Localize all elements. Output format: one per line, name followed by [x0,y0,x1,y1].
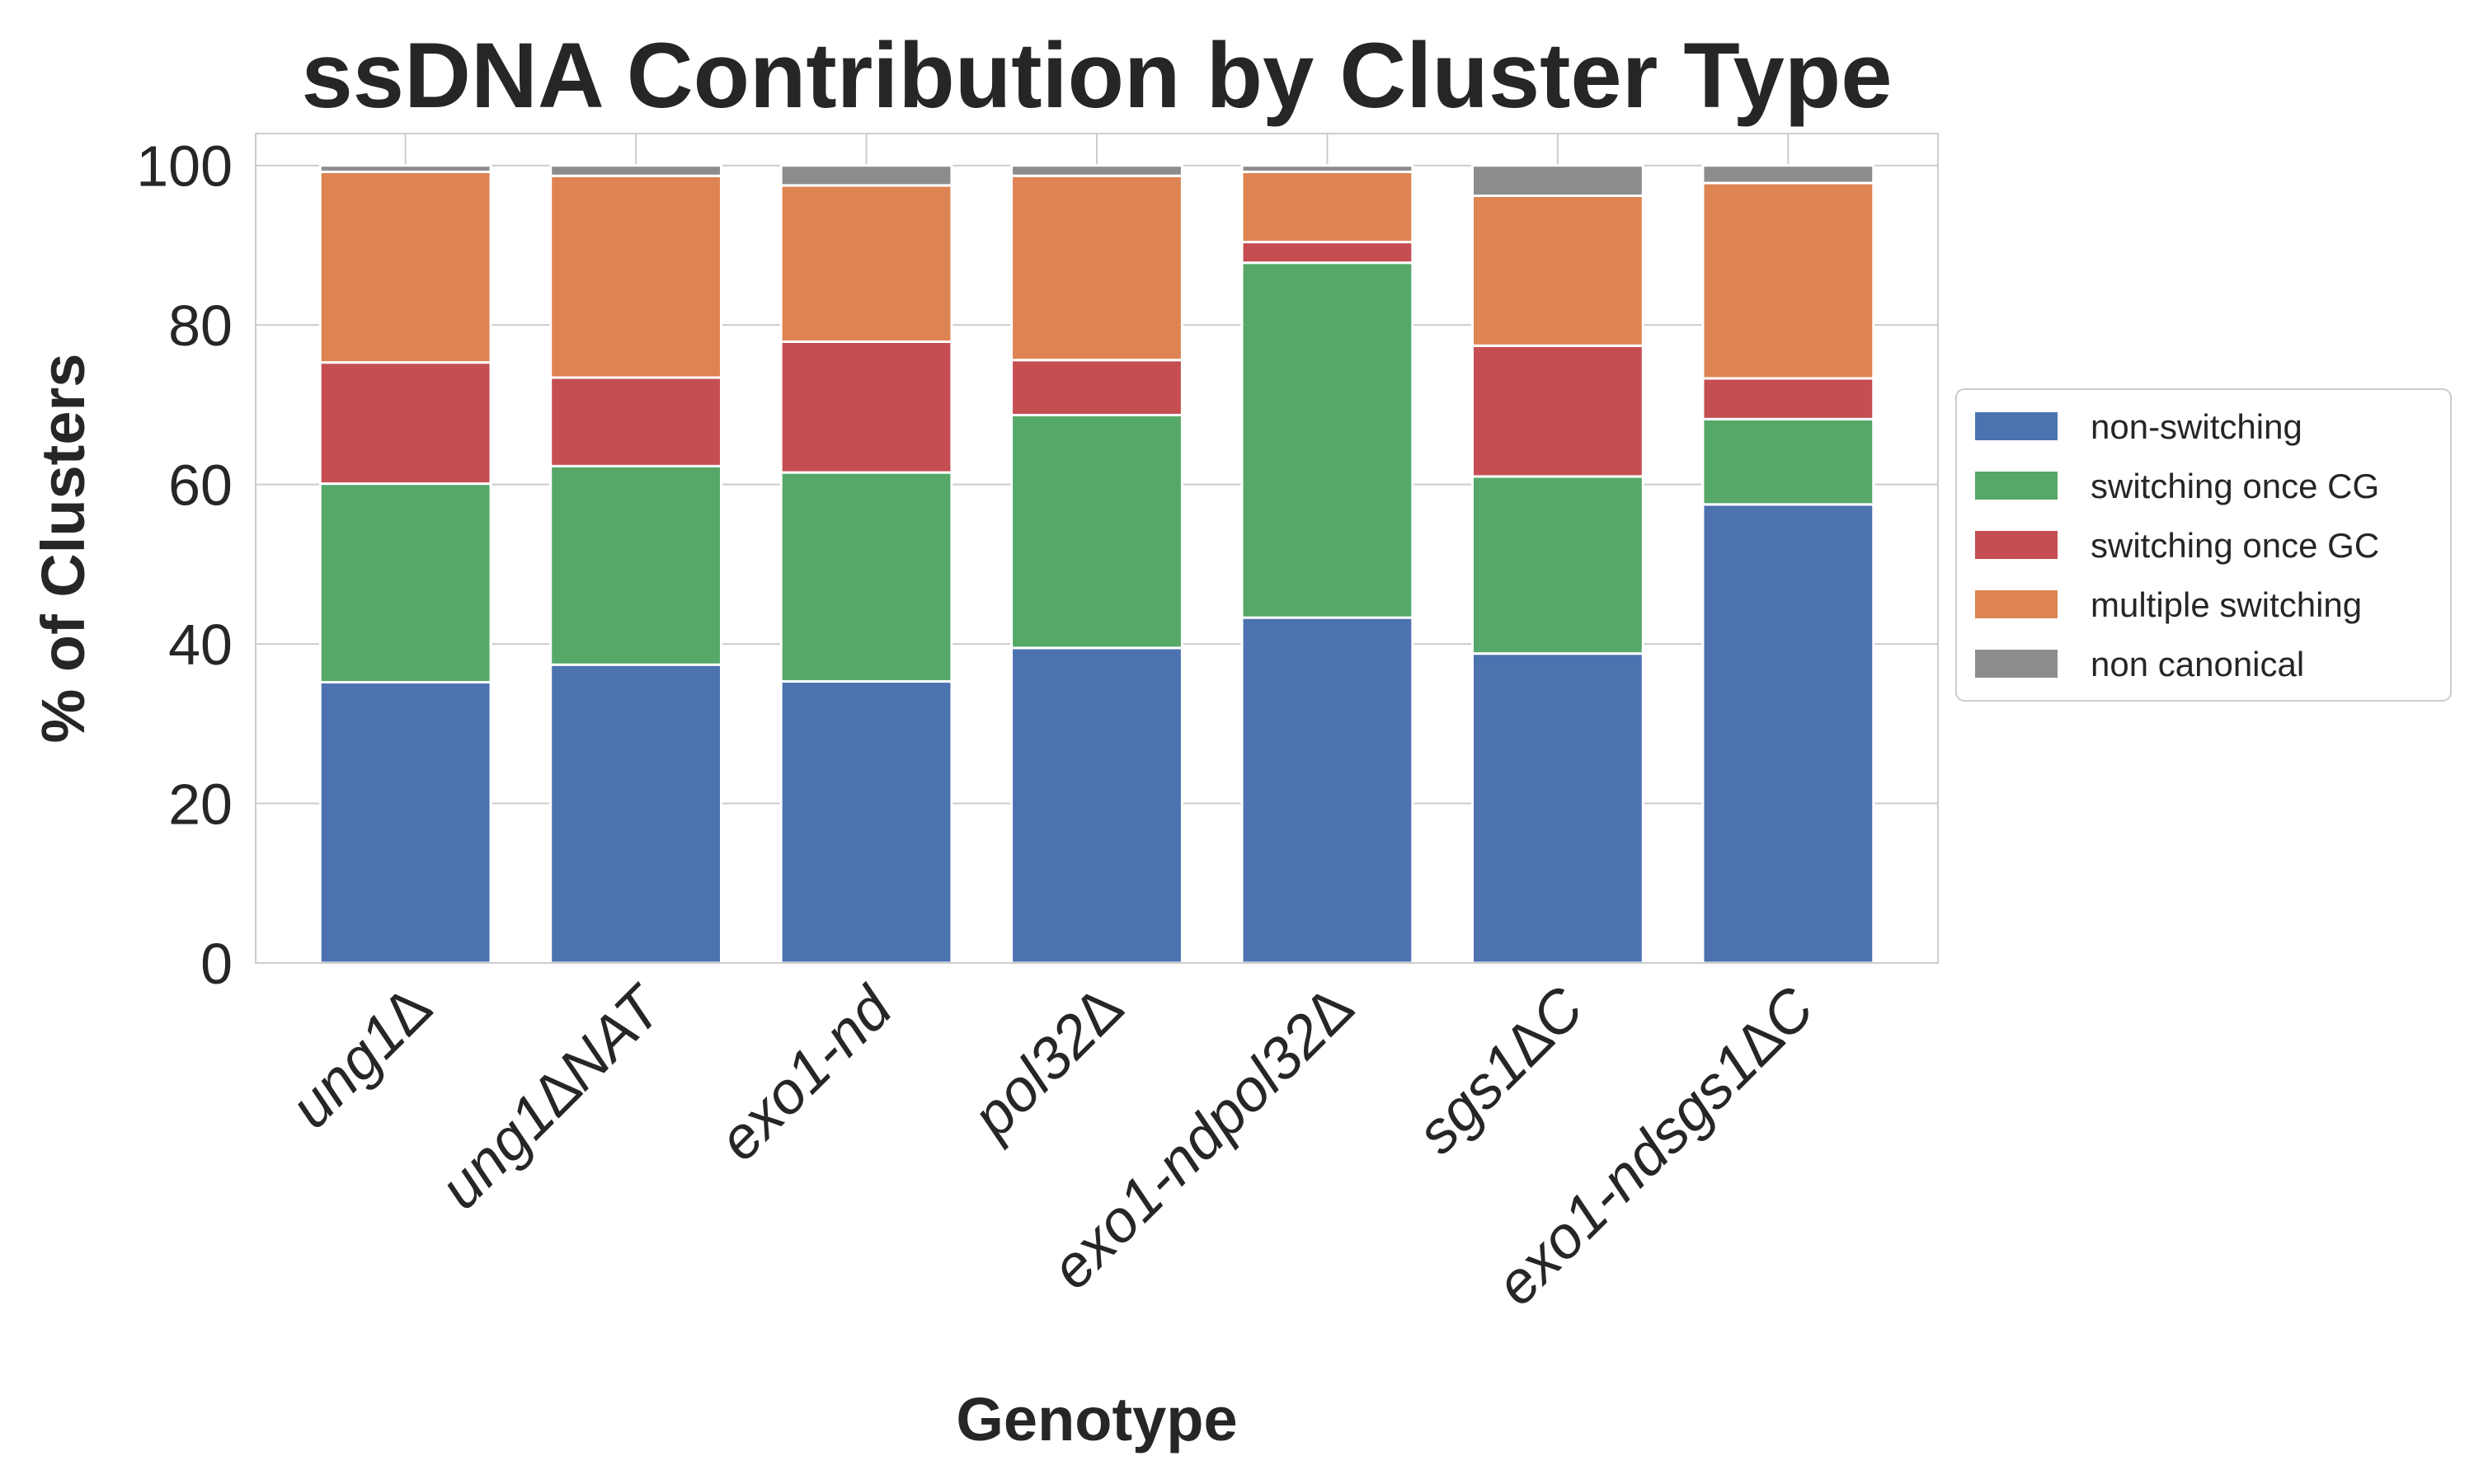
bar-segment [1010,164,1183,177]
bar-segment [318,164,492,173]
x-tick-label: exo1-nd [706,974,905,1173]
bar-segment [1701,503,1875,965]
bar-segment [1010,413,1183,650]
bar-segment [1471,194,1644,347]
legend-label: multiple switching [2091,585,2362,624]
legend-swatch [1975,412,2058,440]
bar-segment [549,464,722,666]
bar-segment [549,376,722,467]
y-tick-label: 0 [200,932,233,996]
plot-frame [255,133,1939,964]
x-tick-label: ung1∆ [278,975,444,1141]
bar-segment [1471,652,1644,965]
bar-segment [1701,417,1875,506]
bar-segment [1701,164,1875,185]
bar-segment [318,170,492,364]
legend-label: switching once GC [2091,526,2379,565]
bar-segment [779,471,953,683]
legend-label: non-switching [2091,407,2302,446]
bar-segment [1010,174,1183,362]
legend-frame [1955,388,2452,702]
y-axis-title: % of Clusters [29,354,97,744]
bar-segment [779,340,953,474]
bar-segment [1471,475,1644,655]
legend: non-switching switching once CG switching … [1955,388,2452,702]
bar-segment [779,680,953,965]
x-tick-label: sgs1∆C [1404,974,1597,1167]
bar-segment [549,164,722,177]
bar-segment [1010,646,1183,965]
legend-swatch [1975,531,2058,559]
y-tick-label: 60 [168,453,233,518]
bar-segment [779,184,953,343]
bars-layer [318,164,1875,965]
bar-segment [549,663,722,965]
bar-segment [779,164,953,187]
legend-swatch [1975,472,2058,500]
bar-segment [1240,616,1414,965]
bar-segment [1240,241,1414,265]
y-tick-label: 20 [168,773,233,837]
chart-title: ssDNA Contribution by Cluster Type [302,24,1893,127]
bar-segment [1701,377,1875,420]
bar-segment [318,681,492,965]
y-tick-label: 80 [168,294,233,358]
bar-segment [1471,344,1644,478]
legend-label: non canonical [2091,645,2304,683]
legend-swatch [1975,650,2058,678]
x-tick-label: ung1∆NAT [427,972,677,1222]
legend-swatch [1975,590,2058,618]
y-tick-label: 40 [168,613,233,677]
bar-segment [1240,261,1414,619]
bar-segment [318,482,492,684]
x-tick-labels: ung1∆ung1∆NAT exo1-nd pol32∆exo1-ndpol32∆ s… [278,972,1827,1318]
x-axis-title: Genotype [956,1385,1237,1453]
bar-segment [1471,164,1644,197]
bar-segment [1240,170,1414,244]
y-tick-labels: 0 20 40 60 80 100 [136,134,233,996]
bar-segment [1010,359,1183,416]
legend-label: switching once CG [2091,467,2379,505]
bar-segment [549,174,722,379]
x-tick-label: pol32∆ [959,975,1136,1152]
legend-items: non-switching switching once CG switching … [1975,407,2379,683]
y-tick-label: 100 [136,134,233,199]
bar-segment [318,361,492,486]
bar-segment [1240,164,1414,173]
bar-segment [1701,181,1875,380]
